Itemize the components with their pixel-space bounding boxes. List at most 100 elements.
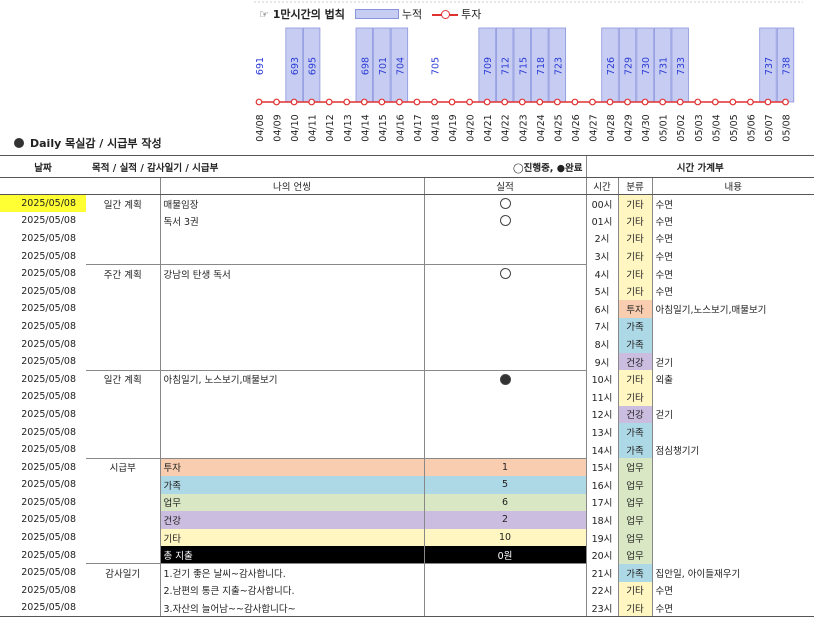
- category-label: 05/01: [659, 114, 670, 141]
- hour-cell: 22시: [586, 581, 619, 600]
- type-cell: 기타: [618, 212, 653, 230]
- hour-cell: 13시: [586, 423, 619, 441]
- table-row: 2025/05/08 3시 기타 수면: [0, 247, 814, 265]
- desc-cell: 수면: [655, 234, 673, 246]
- item-cell: 매물임장: [160, 194, 425, 213]
- category-label: 04/08: [255, 114, 266, 141]
- category-label: 05/08: [782, 114, 793, 141]
- type-cell: 기타: [618, 388, 653, 406]
- investment-point: [273, 98, 280, 106]
- date-cell: 2025/05/08: [0, 599, 86, 618]
- item-cell: 업무: [160, 493, 425, 512]
- item-cell: [160, 352, 425, 371]
- category-label: 04/14: [360, 114, 371, 141]
- date-cell: 2025/05/08: [21, 532, 76, 544]
- type-cell: 기타: [618, 194, 653, 213]
- category-label: 05/06: [746, 114, 757, 141]
- result-cell: 6: [424, 493, 587, 512]
- in-progress-circle-icon[interactable]: [499, 215, 511, 227]
- desc-cell: [652, 335, 814, 353]
- category-label: 04/23: [518, 114, 529, 141]
- table-row: 2025/05/08 총 지출 0원 20시 업무: [0, 546, 814, 564]
- table-row: 2025/05/08 3.자산의 늘어남~~감사합니다~ 23시 기타 수면: [0, 599, 815, 618]
- done-circle-icon[interactable]: [499, 373, 511, 385]
- category-cell: [86, 546, 161, 564]
- investment-point: [729, 98, 737, 106]
- data-label: 730: [641, 57, 652, 75]
- type-cell: 건강: [618, 352, 653, 371]
- table-row: 2025/05/08 2시 기타 수면: [0, 229, 814, 248]
- header-goal: 목적 / 실적 / 감사일기 / 시급부: [86, 155, 424, 178]
- date-cell: 2025/05/08: [21, 549, 76, 561]
- header-type: 분류: [618, 177, 653, 195]
- type-cell: 기타: [618, 229, 653, 248]
- investment-point: [747, 98, 754, 106]
- date-cell: 2025/05/08: [21, 496, 76, 508]
- date-cell: 2025/05/08: [21, 461, 76, 473]
- hour-cell: 2시: [586, 229, 619, 248]
- in-progress-circle-icon[interactable]: [499, 198, 511, 210]
- category-cell: [86, 405, 161, 424]
- result-cell: [424, 599, 587, 618]
- date-cell: 2025/05/08: [21, 373, 76, 385]
- data-label: 715: [518, 57, 529, 75]
- date-cell: 2025/05/08: [21, 215, 76, 227]
- category-cell: 감사일기: [86, 563, 161, 582]
- result-cell: [424, 300, 587, 318]
- investment-point: [466, 98, 474, 106]
- hour-cell: 10시: [586, 370, 619, 389]
- result-cell: [424, 563, 587, 582]
- desc-cell: 수면: [655, 586, 673, 598]
- type-cell: 업무: [618, 528, 653, 547]
- investment-point: [518, 98, 526, 106]
- header-status-legend: ◯진행중, ●완료: [424, 155, 586, 178]
- result-cell: [424, 194, 587, 213]
- category-label: 04/11: [308, 114, 319, 141]
- category-cell: [86, 300, 161, 318]
- category-label: 05/03: [694, 114, 705, 141]
- item-cell: [160, 440, 425, 459]
- hour-cell: 19시: [586, 528, 619, 547]
- table-row: 2025/05/08 6시 투자 아침일기,노스보기,매물보기: [0, 300, 814, 318]
- result-cell: [424, 440, 587, 459]
- result-cell: 0원: [424, 546, 587, 564]
- date-cell: 2025/05/08: [21, 338, 76, 350]
- category-label: 04/12: [325, 114, 336, 141]
- date-cell: 2025/05/08: [21, 320, 76, 332]
- desc-cell: [652, 546, 814, 564]
- desc-cell: 걷기: [655, 357, 673, 369]
- table-row: 2025/05/08 13시 가족: [0, 423, 814, 441]
- investment-point: [606, 98, 614, 106]
- item-cell: [160, 229, 425, 248]
- item-cell: 건강: [160, 511, 425, 529]
- item-cell: [160, 423, 425, 441]
- hour-cell: 00시: [586, 194, 619, 213]
- item-cell: 투자: [160, 457, 425, 476]
- date-cell: 2025/05/08: [21, 285, 76, 297]
- category-cell: 일간 계획: [86, 194, 161, 213]
- table-header-row: 날짜 목적 / 실적 / 감사일기 / 시급부 ◯진행중, ●완료 시간 가계부: [0, 155, 815, 178]
- type-cell: 가족: [618, 317, 653, 336]
- investment-point: [624, 98, 631, 106]
- data-label: 729: [624, 57, 635, 75]
- category-cell: [86, 352, 161, 371]
- investment-point: [396, 98, 403, 106]
- category-label: 05/04: [711, 114, 722, 141]
- desc-cell: [652, 494, 814, 512]
- date-cell: 2025/05/08: [21, 426, 76, 438]
- cumulative-chart: ☞ 1만시간의 법칙 누적 투자 691 693 695 698 701 704 705 70…: [0, 0, 825, 152]
- header-date: 날짜: [0, 155, 86, 178]
- result-cell: 1: [424, 457, 587, 476]
- category-label: 04/09: [273, 114, 284, 141]
- type-cell: 기타: [618, 581, 653, 600]
- in-progress-circle-icon[interactable]: [499, 268, 511, 280]
- investment-point: [325, 98, 333, 106]
- category-label: 04/26: [571, 114, 582, 141]
- item-cell: 3.자산의 늘어남~~감사합니다~: [160, 599, 425, 618]
- hour-cell: 14시: [586, 440, 619, 459]
- table-row: 2025/05/08 7시 가족: [0, 317, 814, 336]
- desc-cell: [652, 318, 814, 336]
- hour-cell: 12시: [586, 405, 619, 424]
- date-cell: 2025/05/08: [21, 268, 76, 280]
- category-cell: [86, 528, 161, 547]
